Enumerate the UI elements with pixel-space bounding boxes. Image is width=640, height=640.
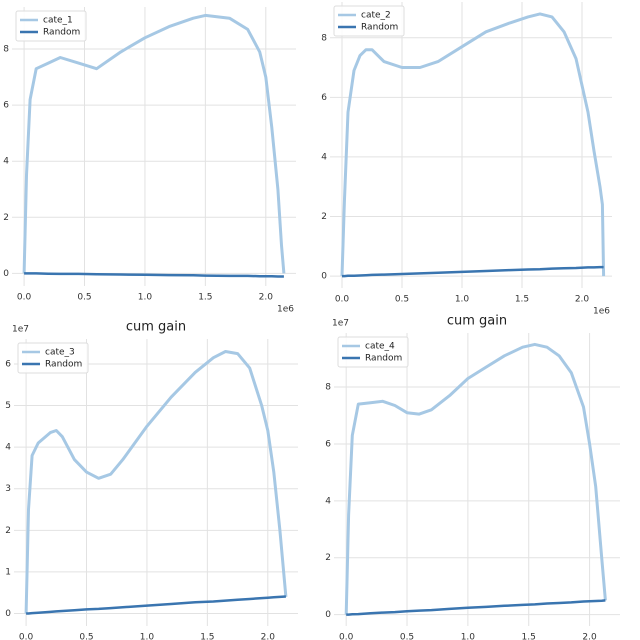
legend-label: Random — [361, 23, 398, 33]
y-tick-label: 1 — [5, 567, 11, 577]
y-tick-label: 6 — [321, 93, 327, 103]
legend-label: Random — [43, 28, 80, 38]
x-tick-label: 1.0 — [140, 633, 155, 640]
plot-area — [12, 7, 296, 286]
y-offset-label: 1e7 — [332, 319, 349, 329]
y-tick-label: 0 — [3, 269, 9, 279]
y-tick-label: 3 — [5, 484, 11, 494]
legend-box — [337, 336, 409, 368]
y-tick-label: 6 — [3, 101, 9, 111]
y-tick-label: 8 — [325, 383, 331, 393]
chart-title: cum gain — [447, 314, 507, 329]
x-tick-label: 1.5 — [198, 293, 212, 303]
y-tick-label: 2 — [325, 553, 331, 563]
x-tick-label: 1.0 — [461, 633, 476, 640]
y-tick-label: 2 — [321, 212, 327, 222]
legend-label: cate_3 — [45, 348, 75, 358]
series-line — [26, 595, 286, 615]
series-line — [22, 13, 286, 274]
x-tick-label: 1.5 — [200, 633, 214, 640]
legend-box — [17, 342, 89, 374]
chart-title: cum gain — [126, 320, 186, 335]
y-offset-label: 1e7 — [12, 325, 29, 335]
y-tick-label: 4 — [5, 443, 11, 453]
y-tick-label: 2 — [5, 526, 11, 536]
y-tick-label: 2 — [3, 213, 9, 223]
y-tick-label: 0 — [325, 610, 331, 620]
y-tick-label: 4 — [321, 152, 327, 162]
plot-area — [334, 333, 620, 626]
x-tick-label: 1.5 — [515, 295, 529, 305]
x-tick-label: 0.5 — [79, 633, 93, 640]
x-tick-label: 0.5 — [77, 293, 91, 303]
x-tick-label: 0.0 — [339, 633, 354, 640]
x-tick-label: 0.5 — [400, 633, 414, 640]
y-tick-label: 4 — [3, 157, 9, 167]
y-tick-label: 0 — [321, 272, 327, 282]
x-offset-label: 1e6 — [277, 305, 294, 315]
x-tick-label: 2.0 — [582, 633, 597, 640]
legend-label: cate_2 — [361, 11, 391, 21]
x-tick-label: 0.0 — [19, 633, 34, 640]
y-tick-label: 4 — [325, 496, 331, 506]
y-tick-label: 6 — [5, 359, 11, 369]
series-line — [342, 265, 604, 278]
legend-label: cate_4 — [365, 342, 395, 352]
y-tick-label: 0 — [5, 609, 11, 619]
series-line — [340, 12, 606, 277]
x-tick-label: 0.0 — [335, 295, 350, 305]
x-tick-label: 0.5 — [395, 295, 409, 305]
plot-area — [14, 339, 298, 626]
x-tick-label: 2.0 — [261, 633, 276, 640]
x-tick-label: 1.0 — [455, 295, 470, 305]
series-line — [344, 342, 607, 615]
y-tick-label: 5 — [5, 401, 11, 411]
y-tick-label: 8 — [3, 45, 9, 55]
plot-area — [330, 2, 612, 288]
legend-label: cate_1 — [43, 16, 73, 26]
legend-label: Random — [365, 354, 402, 364]
x-offset-label: 1e6 — [593, 307, 610, 317]
y-tick-label: 6 — [325, 439, 331, 449]
y-tick-label: 8 — [321, 33, 327, 43]
series-line — [24, 272, 284, 278]
x-tick-label: 2.0 — [575, 295, 590, 305]
x-tick-label: 0.0 — [17, 293, 32, 303]
x-tick-label: 1.5 — [522, 633, 536, 640]
legend-box — [15, 10, 87, 42]
legend-box — [333, 5, 405, 37]
series-line — [24, 350, 288, 614]
x-tick-label: 1.0 — [138, 293, 153, 303]
x-tick-label: 2.0 — [259, 293, 274, 303]
legend-label: Random — [45, 360, 82, 370]
series-line — [346, 599, 606, 616]
